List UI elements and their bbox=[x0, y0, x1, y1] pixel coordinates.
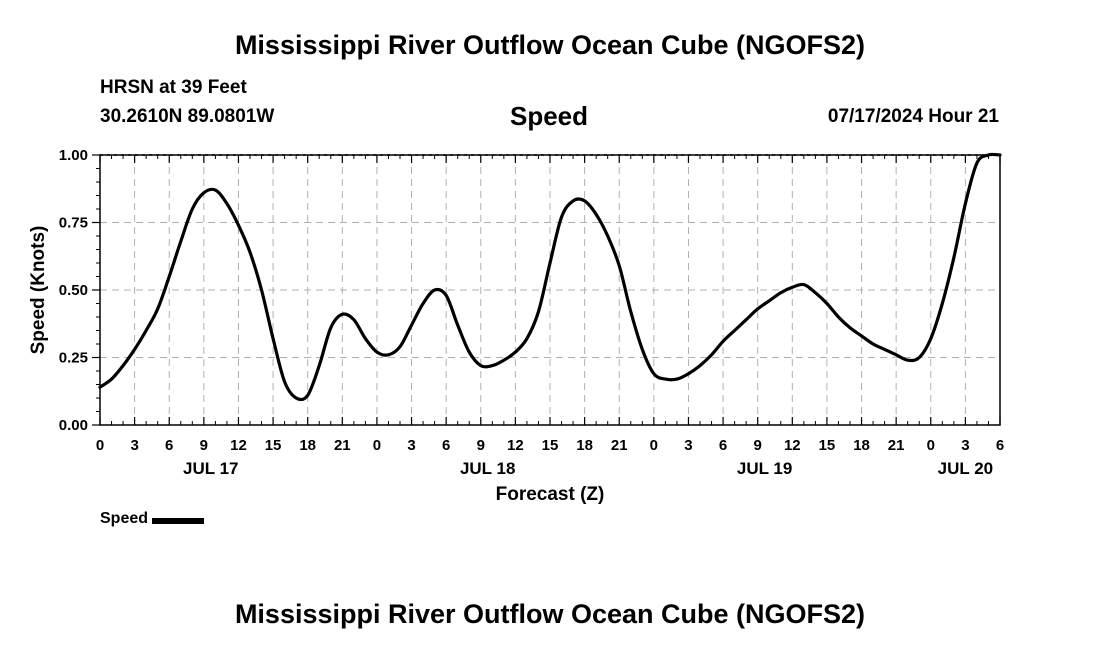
x-tick-label: 21 bbox=[611, 437, 628, 454]
x-tick-label: 3 bbox=[961, 437, 969, 454]
forecast-run-time: 07/17/2024 Hour 21 bbox=[827, 106, 999, 127]
station-coordinates: 30.2610N 89.0801W bbox=[100, 106, 275, 127]
x-tick-label: 21 bbox=[334, 437, 351, 454]
x-tick-label: 0 bbox=[96, 437, 104, 454]
x-tick-label: 0 bbox=[373, 437, 381, 454]
legend-label: Speed bbox=[100, 510, 149, 527]
speed-series-line bbox=[98, 152, 1002, 402]
y-tick-label: 0.50 bbox=[59, 282, 88, 299]
axis-labels: 0 3 6 9 12 15 18 21 0 3 6 9 12 15 18 21 0 3 6 9 12 15 18 21 0 3 6 0… bbox=[59, 147, 1004, 478]
date-label: JUL 19 bbox=[737, 459, 792, 478]
chart-title: Speed bbox=[510, 101, 589, 131]
date-label: JUL 17 bbox=[183, 459, 238, 478]
x-tick-label: 6 bbox=[719, 437, 727, 454]
x-tick-label: 6 bbox=[165, 437, 173, 454]
x-tick-label: 12 bbox=[784, 437, 801, 454]
x-tick-label: 12 bbox=[507, 437, 524, 454]
x-tick-label: 3 bbox=[684, 437, 692, 454]
x-tick-label: 12 bbox=[230, 437, 247, 454]
x-tick-label: 18 bbox=[576, 437, 593, 454]
x-tick-label: 9 bbox=[754, 437, 762, 454]
x-tick-label: 21 bbox=[888, 437, 905, 454]
grid-lines bbox=[100, 154, 1000, 425]
x-tick-label: 15 bbox=[265, 437, 282, 454]
x-tick-label: 9 bbox=[477, 437, 485, 454]
main-title: Mississippi River Outflow Ocean Cube (NG… bbox=[234, 30, 866, 60]
x-tick-label: 18 bbox=[299, 437, 316, 454]
x-tick-label: 0 bbox=[650, 437, 658, 454]
x-tick-label: 6 bbox=[996, 437, 1004, 454]
x-tick-label: 15 bbox=[542, 437, 559, 454]
y-tick-label: 0.25 bbox=[59, 350, 88, 367]
axis-ticks bbox=[92, 154, 1001, 426]
y-tick-label: 0.75 bbox=[59, 215, 88, 232]
series-layer bbox=[98, 152, 1002, 402]
legend-swatch bbox=[152, 517, 205, 524]
x-tick-label: 0 bbox=[927, 437, 935, 454]
date-label: JUL 20 bbox=[938, 459, 993, 478]
y-tick-label: 0.00 bbox=[59, 417, 88, 434]
y-axis-title: Speed (Knots) bbox=[28, 226, 49, 355]
x-axis-title: Forecast (Z) bbox=[496, 484, 605, 505]
station-name: HRSN at 39 Feet bbox=[100, 77, 247, 98]
x-tick-label: 15 bbox=[819, 437, 836, 454]
x-tick-label: 18 bbox=[853, 437, 870, 454]
date-label: JUL 18 bbox=[460, 459, 515, 478]
bottom-title: Mississippi River Outflow Ocean Cube (NG… bbox=[234, 599, 866, 629]
x-tick-label: 6 bbox=[442, 437, 450, 454]
x-tick-label: 3 bbox=[407, 437, 415, 454]
legend: Speed bbox=[100, 510, 205, 528]
y-tick-label: 1.00 bbox=[59, 147, 88, 164]
x-tick-label: 3 bbox=[130, 437, 138, 454]
x-tick-label: 9 bbox=[200, 437, 208, 454]
